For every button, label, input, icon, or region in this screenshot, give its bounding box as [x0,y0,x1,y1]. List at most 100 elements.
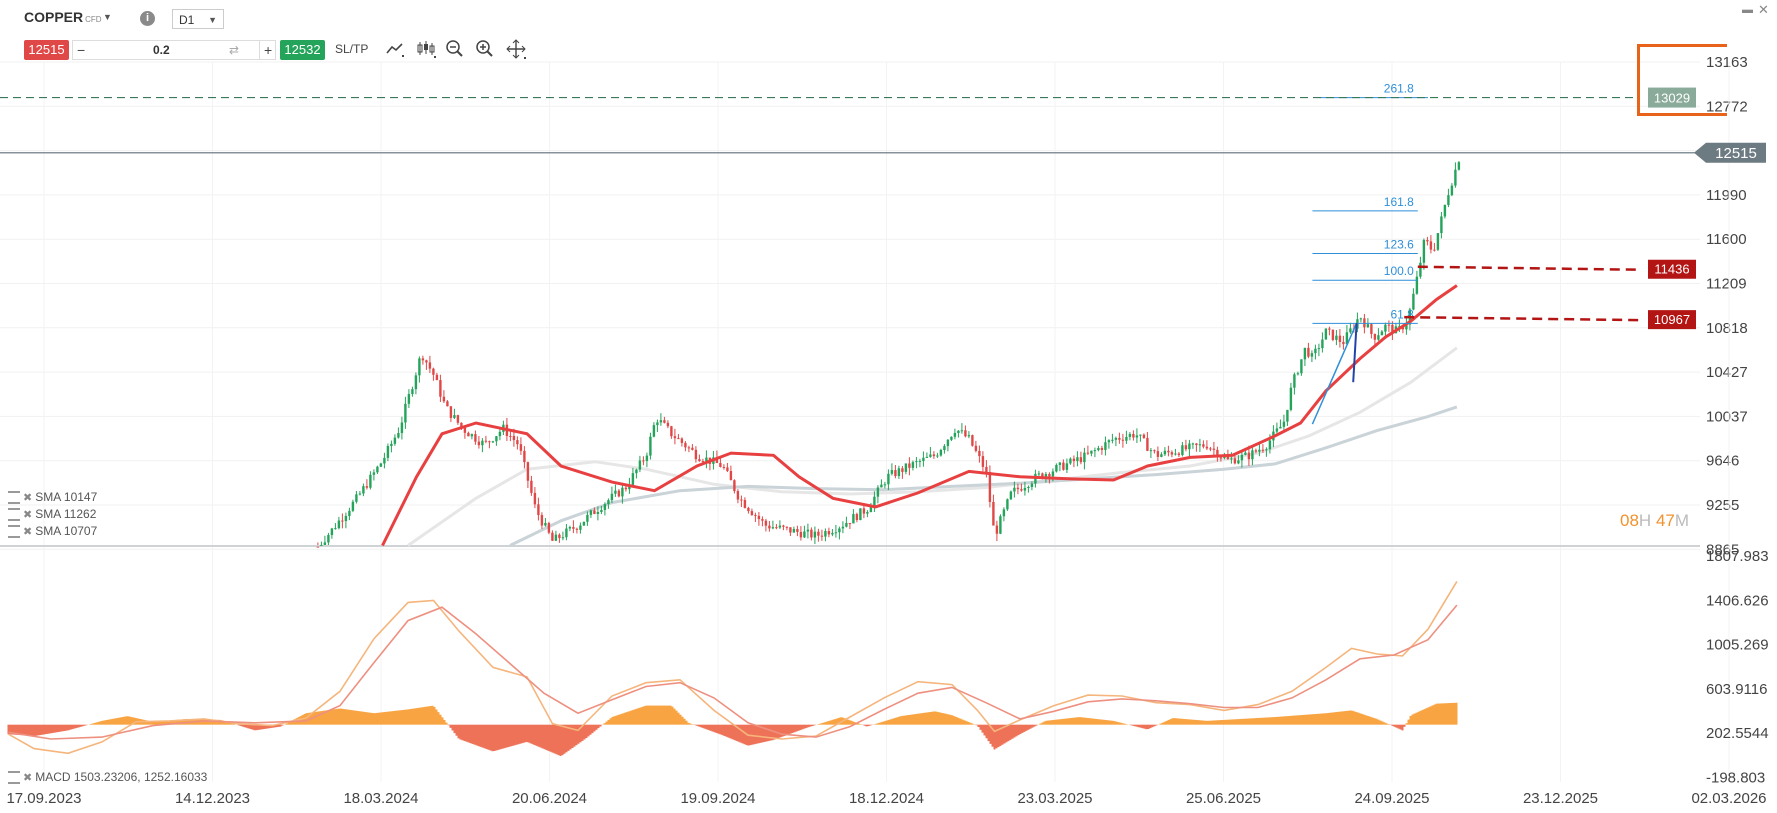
candle-body [981,456,985,467]
macd-histogram-bar [1375,718,1378,725]
line-chart-icon[interactable] [384,38,406,60]
crosshair-icon[interactable] [505,38,527,60]
macd-histogram-bar [379,712,382,725]
macd-histogram-bar [1019,724,1022,734]
candle-body [1170,452,1174,455]
macd-histogram-bar [653,705,656,725]
macd-histogram-bar [759,724,762,743]
macd-histogram-bar [677,712,680,725]
fibonacci-level-label: 161.8 [1384,195,1414,209]
macd-histogram-bar [827,721,830,725]
macd-histogram-bar [1169,719,1172,725]
settings-lines-icon[interactable] [8,508,20,522]
macd-histogram-bar [445,722,448,725]
macd-histogram-bar [1227,719,1230,725]
macd-histogram-bar [239,724,242,726]
candle-body [1293,374,1296,388]
macd-histogram-bar [501,724,504,749]
candle-body [407,394,411,404]
macd-histogram-bar [377,712,380,725]
settings-lines-icon[interactable] [8,491,20,505]
macd-histogram-bar [437,712,440,725]
macd-histogram-bar [53,724,56,733]
remove-icon[interactable]: ✖ [23,492,33,504]
decrease-volume-button[interactable]: − [77,42,86,58]
candle-body [344,515,348,522]
candle-body [995,525,999,534]
candle-body [327,535,330,543]
candle-body [1202,444,1205,447]
macd-histogram-bar [763,724,766,742]
candle-body [946,439,950,447]
volume-value[interactable]: 0.2 [153,43,170,57]
macd-histogram-bar [1051,720,1054,725]
settings-lines-icon[interactable] [8,771,20,785]
price-axis-label: 10818 [1706,320,1748,337]
remove-icon[interactable]: ✖ [23,772,33,784]
sltp-button[interactable]: SL/TP [335,42,369,56]
candle-body [404,403,407,423]
date-axis-label: 20.06.2024 [512,790,587,807]
macd-histogram-bar [1397,724,1400,729]
macd-histogram-bar [577,724,580,744]
candle-body [1307,347,1310,357]
macd-histogram-bar [629,710,632,725]
macd-histogram-bar [635,708,638,725]
info-icon[interactable]: i [140,11,155,26]
candle-body [1338,335,1342,342]
macd-histogram-bar [225,721,228,725]
sma-fast-line [381,284,1458,547]
macd-histogram-bar [453,724,456,734]
macd-histogram-bar [341,708,344,725]
macd-histogram-bar [785,724,788,736]
candle-body [1006,499,1009,510]
macd-histogram-bar [823,722,826,725]
candle-body [1209,448,1212,450]
candle-body [358,493,362,495]
candle-body [323,542,327,545]
macd-histogram-bar [1049,720,1052,725]
candle-body [1321,339,1324,349]
macd-histogram-bar [45,724,48,735]
macd-histogram-bar [651,705,654,725]
buy-price-button[interactable]: 12532 [280,40,325,60]
macd-histogram-bar [813,724,816,726]
minimize-icon[interactable]: ▬ [1742,4,1753,16]
macd-histogram-bar [95,722,98,725]
macd-histogram-bar [783,724,786,736]
zoom-in-icon[interactable] [474,38,496,60]
macd-histogram-bar [549,724,552,752]
macd-axis-label: 1005.269 [1706,637,1769,654]
candle-body [1167,450,1170,453]
swap-icon[interactable]: ⇄ [229,43,240,57]
symbol-dropdown-icon[interactable]: ▼ [103,12,112,22]
macd-histogram-bar [627,711,630,725]
candle-body [362,486,365,494]
macd-histogram-bar [387,711,390,725]
macd-histogram-bar [257,724,260,730]
target-highlight-box [1637,44,1727,116]
sma-legend-2: ✖ SMA 11262 [8,507,96,522]
symbol-name[interactable]: COPPER CFD [24,9,102,25]
candle-body [782,525,785,527]
macd-histogram-bar [475,724,478,746]
sell-price-button[interactable]: 12515 [24,40,69,60]
close-icon[interactable]: ✕ [1758,2,1769,17]
timeframe-select[interactable]: D1 ▼ [172,9,224,29]
macd-histogram-bar [697,724,700,727]
macd-histogram-bar [1411,714,1414,725]
candle-body [1457,162,1461,170]
candle-body [1027,487,1030,489]
remove-icon[interactable]: ✖ [23,526,33,538]
candle-body [1324,328,1328,340]
settings-lines-icon[interactable] [8,525,20,539]
remove-icon[interactable]: ✖ [23,509,33,521]
macd-histogram-bar [743,724,746,745]
candlestick-icon[interactable] [415,38,437,60]
price-axis-label: 11990 [1706,187,1747,204]
zoom-out-icon[interactable] [444,38,466,60]
macd-histogram-bar [259,724,262,730]
increase-volume-button[interactable]: + [259,41,272,59]
macd-histogram-bar [79,724,82,727]
